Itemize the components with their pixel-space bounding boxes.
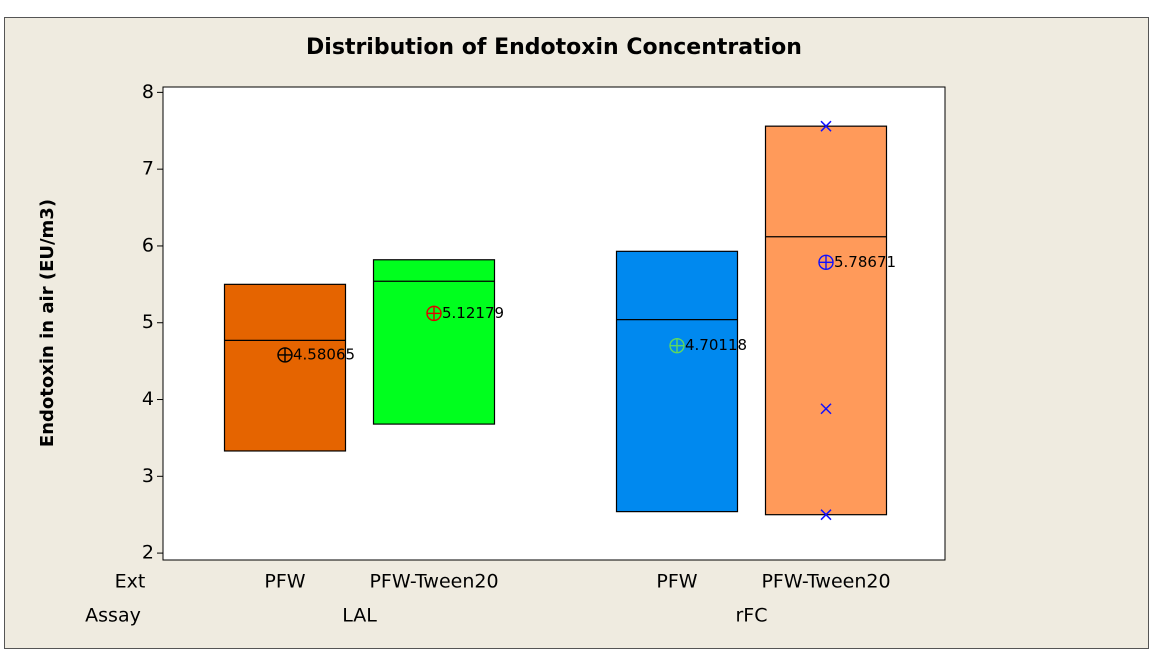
group-label: rFC — [735, 605, 767, 627]
mean-marker — [669, 337, 685, 354]
y-axis-label: Endotoxin in air (EU/m3) — [37, 199, 58, 447]
group-label: LAL — [342, 605, 377, 627]
y-tick-label: 4 — [142, 388, 154, 410]
y-tick-label: 6 — [142, 234, 154, 256]
data-point — [820, 120, 832, 132]
y-tick-label: 5 — [142, 311, 154, 333]
mean-marker — [818, 254, 834, 271]
mean-label: 5.12179 — [442, 304, 504, 322]
mean-label: 4.58065 — [293, 345, 355, 363]
y-tick-label: 7 — [142, 158, 154, 180]
box — [372, 259, 496, 425]
row-label: Assay — [85, 605, 141, 627]
box — [615, 250, 739, 513]
box — [764, 125, 888, 516]
y-tick-label: 8 — [142, 81, 154, 103]
chart-title: Distribution of Endotoxin Concentration — [306, 35, 802, 60]
x-tick-label: PFW-Tween20 — [761, 571, 890, 593]
mean-marker — [426, 305, 442, 322]
y-tick-label: 3 — [142, 465, 154, 487]
data-point — [820, 403, 832, 415]
box — [223, 283, 347, 452]
mean-marker — [277, 347, 293, 363]
x-tick-label: PFW — [264, 571, 305, 593]
x-tick-label: PFW — [656, 571, 697, 593]
row-label: Ext — [115, 571, 146, 593]
mean-label: 4.70118 — [685, 336, 747, 354]
mean-label: 5.78671 — [834, 253, 896, 271]
x-tick-label: PFW-Tween20 — [369, 571, 498, 593]
data-point — [820, 509, 832, 521]
y-tick-label: 2 — [142, 542, 154, 564]
